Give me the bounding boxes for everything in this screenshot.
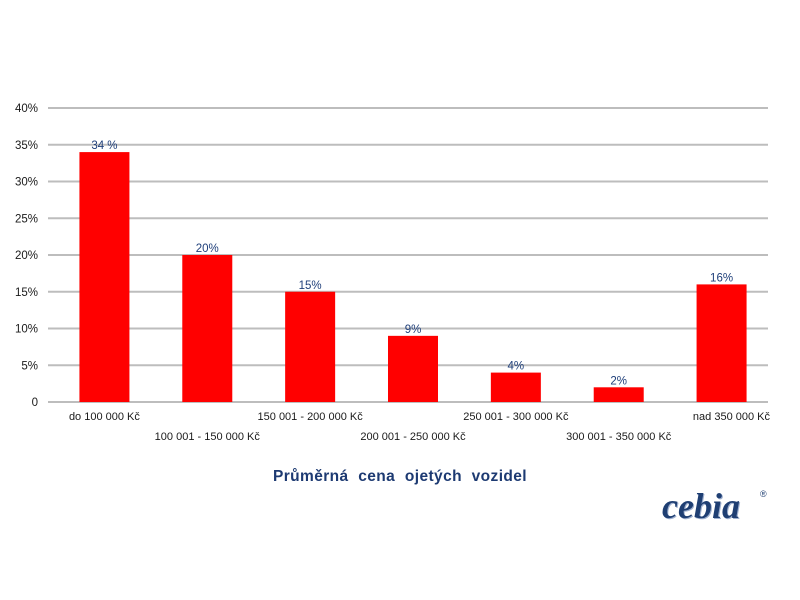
y-tick-label: 15% bbox=[15, 287, 38, 299]
x-category-label: 200 001 - 250 000 Kč bbox=[360, 431, 466, 443]
bar-value-label: 20% bbox=[196, 243, 219, 255]
x-category-label: 150 001 - 200 000 Kč bbox=[258, 411, 364, 423]
bar-value-label: 15% bbox=[299, 280, 322, 292]
y-tick-label: 10% bbox=[15, 324, 38, 336]
data-labels: 34 % 20% 15% 9% 4% 2% 16% bbox=[91, 140, 733, 387]
y-axis-ticks: 0 5% 10% 15% 20% 25% 30% 35% 40% bbox=[15, 103, 38, 409]
logo-text: cebia bbox=[662, 486, 740, 526]
x-category-label: 300 001 - 350 000 Kč bbox=[566, 431, 672, 443]
bar bbox=[388, 335, 438, 402]
y-tick-label: 5% bbox=[21, 360, 38, 372]
cebia-logo: cebia bbox=[662, 484, 772, 528]
x-category-label: 250 001 - 300 000 Kč bbox=[463, 411, 569, 423]
bar-value-label: 34 % bbox=[91, 140, 117, 152]
y-tick-label: 30% bbox=[15, 177, 38, 189]
chart-title: Průměrná cena ojetých vozidel bbox=[272, 468, 527, 485]
y-tick-label: 0 bbox=[32, 397, 38, 409]
y-tick-label: 40% bbox=[15, 103, 38, 115]
bar bbox=[696, 284, 747, 402]
x-category-label: 100 001 - 150 000 Kč bbox=[155, 431, 261, 443]
bar bbox=[285, 291, 336, 402]
bars bbox=[79, 152, 747, 402]
bar-value-label: 4% bbox=[508, 361, 525, 373]
bar-value-label: 9% bbox=[405, 324, 422, 336]
y-tick-label: 35% bbox=[15, 140, 38, 152]
bar-value-label: 2% bbox=[610, 375, 627, 387]
bar bbox=[593, 387, 644, 402]
bar bbox=[182, 255, 233, 402]
bar bbox=[79, 152, 130, 402]
y-tick-label: 20% bbox=[15, 250, 38, 262]
bar-value-label: 16% bbox=[710, 272, 733, 284]
gridlines bbox=[48, 107, 768, 403]
y-tick-label: 25% bbox=[15, 213, 38, 225]
x-axis-labels: do 100 000 Kč 100 001 - 150 000 Kč 150 001… bbox=[69, 411, 771, 443]
bar-chart: 0 5% 10% 15% 20% 25% 30% 35% 40% 34 % 20% 15% 9% 4% 2… bbox=[15, 103, 771, 443]
x-category-label: do 100 000 Kč bbox=[69, 411, 140, 423]
x-category-label: nad 350 000 Kč bbox=[693, 411, 771, 423]
bar bbox=[490, 372, 541, 402]
registered-mark: ® bbox=[760, 489, 767, 499]
